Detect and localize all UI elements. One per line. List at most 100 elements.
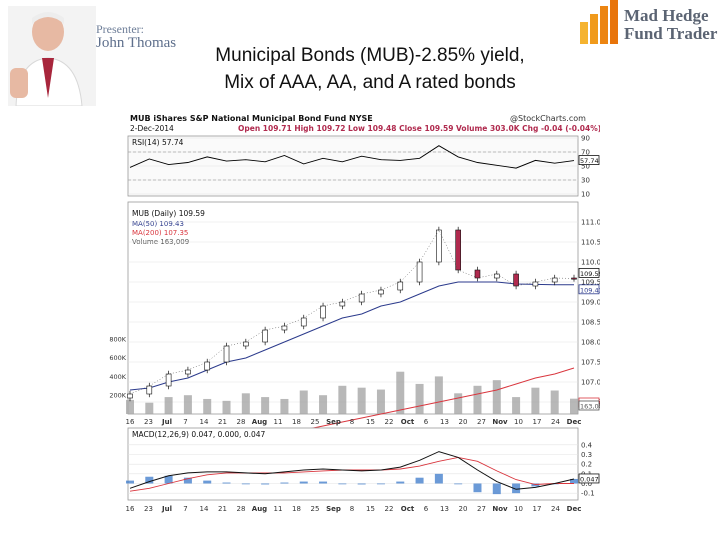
- volume-bar: [145, 402, 154, 414]
- macd-histogram-bar: [299, 481, 308, 484]
- logo-bars-icon: [580, 0, 618, 44]
- ma50-label: MA(50) 109.43: [132, 220, 184, 228]
- price-current-label-box: [578, 267, 600, 278]
- price-tick-label: 109.0: [581, 299, 600, 307]
- volume-bar: [126, 399, 134, 414]
- macd-panel: MACD(12,26,9) 0.047, 0.000, 0.047 0.4 0.3…: [126, 427, 600, 501]
- price-tick-label: 110.0: [581, 259, 600, 267]
- price-candle: [281, 325, 288, 331]
- date-tick-label: 22: [385, 505, 394, 513]
- date-tick-label: 8: [350, 505, 354, 513]
- date-tick-label: 14: [200, 505, 209, 513]
- volume-bar: [319, 395, 328, 414]
- date-tick-label: Jul: [161, 505, 172, 513]
- date-tick-label: 25: [311, 418, 320, 426]
- volume-bar: [183, 395, 192, 414]
- rsi-tick-label: 10: [581, 191, 590, 199]
- price-tick-label: 108.5: [581, 319, 600, 327]
- macd-tick-label: 0.2: [581, 461, 592, 469]
- price-close-line: [129, 229, 575, 395]
- price-candle: [416, 261, 423, 283]
- date-tick-label: 6: [424, 505, 429, 513]
- macd-tick-label: 0.3: [581, 451, 592, 459]
- macd-current-label-box: [578, 473, 600, 484]
- price-candle: [436, 229, 442, 263]
- volume-current-label-box: [578, 400, 600, 411]
- date-tick-label: 23: [144, 505, 153, 513]
- macd-histogram-bar: [415, 477, 424, 484]
- date-tick-label: 28: [237, 505, 246, 513]
- price-candle: [146, 385, 153, 395]
- price-candle: [397, 281, 404, 291]
- presenter-label: Presenter:: [96, 22, 144, 36]
- rsi-tick-label: 90: [581, 135, 590, 143]
- ma50-line: [129, 281, 574, 391]
- ma50-current-label: 109.43: [580, 286, 600, 294]
- macd-tick-label: 0.0: [581, 480, 592, 488]
- price-candle: [223, 345, 230, 363]
- macd-histogram-bar: [434, 473, 443, 484]
- volume-tick-label: 600K: [109, 354, 126, 362]
- macd-histogram-bar: [261, 483, 270, 485]
- price-tick-label: 111.0: [581, 219, 600, 227]
- macd-tick-label: -0.1: [581, 490, 595, 498]
- price-candle: [455, 229, 461, 271]
- volume-bar: [280, 398, 289, 414]
- macd-histogram-bar: [357, 483, 366, 485]
- date-tick-label: 17: [533, 418, 542, 426]
- date-label: 2-Dec-2014: [130, 124, 174, 133]
- date-tick-label: 11: [274, 505, 283, 513]
- price-candle: [204, 361, 211, 371]
- macd-histogram-bar: [473, 483, 482, 493]
- ma200-label: MA(200) 107.35: [132, 229, 188, 237]
- date-tick-label: 27: [477, 505, 486, 513]
- date-tick-label: 21: [218, 418, 227, 426]
- date-tick-label: 20: [459, 418, 468, 426]
- price-candle: [320, 305, 326, 319]
- volume-bar: [434, 376, 443, 414]
- volume-bar: [570, 398, 578, 414]
- rsi-label: RSI(14) 57.74: [132, 138, 184, 147]
- price-candle: [243, 341, 249, 347]
- price-tick-label: 107.5: [581, 359, 600, 367]
- price-label: MUB (Daily) 109.59: [132, 209, 205, 218]
- watermark: @StockCharts.com: [510, 114, 586, 123]
- macd-histogram-bar: [396, 481, 405, 484]
- macd-histogram-bar: [319, 481, 328, 484]
- presenter-block: Presenter: John Thomas: [8, 6, 208, 106]
- volume-bar: [512, 397, 521, 414]
- date-tick-label: 17: [533, 505, 542, 513]
- ma50-current-label-box: [578, 284, 600, 295]
- presenter-photo: [8, 6, 96, 106]
- rsi-tick-label: 30: [581, 177, 590, 185]
- price-tick-label: 110.5: [581, 239, 600, 247]
- date-tick-label: 8: [350, 418, 354, 426]
- volume-current-label: 163,009: [580, 403, 600, 411]
- volume-bar: [203, 398, 212, 414]
- title-line-2: Mix of AAA, AA, and A rated bonds: [224, 72, 516, 93]
- volume-bar: [357, 387, 366, 414]
- rsi-current-label: 57.74: [580, 157, 599, 165]
- date-tick-label: 24: [551, 505, 560, 513]
- price-candle: [262, 329, 268, 343]
- price-tick-label: 108.0: [581, 339, 600, 347]
- volume-bar: [415, 383, 424, 414]
- date-tick-label: Nov: [492, 418, 508, 426]
- price-candle: [474, 269, 481, 279]
- macd-histogram-bar: [492, 483, 501, 495]
- date-tick-label: 11: [274, 418, 283, 426]
- rsi-tick-label: 70: [581, 149, 590, 157]
- macd-tick-label: 0.4: [581, 441, 593, 449]
- date-tick-label: 13: [440, 505, 449, 513]
- rsi-line: [129, 145, 575, 169]
- date-tick-label: 28: [237, 418, 246, 426]
- date-tick-label: 23: [144, 418, 153, 426]
- volume-bar: [550, 390, 559, 414]
- date-axis-top: 16 23 Jul 7 14 21 28 Aug 11 18 25 Sep 8 15 22 Oct 6 13 20 2…: [126, 418, 582, 426]
- rsi-tick-label: 50: [581, 163, 590, 171]
- volume-bar: [454, 393, 463, 414]
- date-tick-label: Jul: [161, 418, 172, 426]
- macd-histogram-bar: [203, 480, 212, 484]
- macd-label: MACD(12,26,9) 0.047, 0.000, 0.047: [132, 430, 266, 439]
- volume-bar: [492, 380, 501, 414]
